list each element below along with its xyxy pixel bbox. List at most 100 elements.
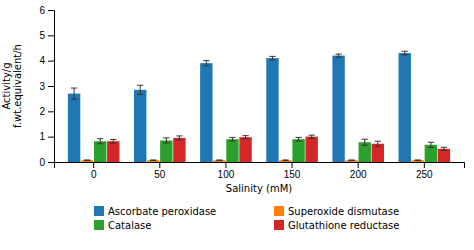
- bar: [345, 160, 357, 162]
- x-tick-mark: [358, 162, 359, 168]
- x-tick-label: 250: [416, 169, 433, 180]
- legend-item: Glutathione reductase: [274, 220, 399, 231]
- error-bar: [441, 147, 447, 150]
- y-axis: 0 1 2 3 4 5 6: [39, 5, 54, 168]
- bar: [279, 160, 291, 162]
- error-bar: [216, 159, 222, 161]
- y-tick-label: 5: [39, 30, 45, 41]
- x-axis: 0 50 100 150 200 250: [55, 162, 465, 180]
- legend-item: Superoxide dismutase: [274, 206, 399, 217]
- y-tick-mark: [48, 61, 54, 62]
- y-tick: 4: [39, 55, 54, 66]
- series: [94, 137, 437, 162]
- legend-label: Ascorbate peroxidase: [108, 206, 216, 217]
- y-tick: 5: [39, 30, 54, 41]
- y-tick-mark: [48, 10, 54, 11]
- error-bar: [362, 139, 368, 145]
- x-tick: 150: [284, 162, 301, 180]
- bar: [200, 63, 212, 162]
- error-bar: [71, 88, 77, 99]
- legend-label: Glutathione reductase: [288, 220, 399, 231]
- y-tick-label: 0: [39, 157, 45, 168]
- y-tick-label: 4: [39, 55, 45, 66]
- legend-label: Superoxide dismutase: [288, 206, 399, 217]
- bar: [399, 53, 411, 162]
- y-tick-label: 3: [39, 81, 45, 92]
- error-bar: [150, 159, 156, 161]
- error-bar: [402, 51, 408, 55]
- error-bar: [335, 54, 341, 57]
- x-tick: 100: [218, 162, 235, 180]
- error-bar: [163, 138, 169, 143]
- y-tick-label: 6: [39, 5, 45, 16]
- error-bar: [295, 137, 301, 141]
- x-tick-mark: [93, 162, 94, 168]
- y-axis-line: [48, 11, 55, 163]
- y-tick: 6: [39, 5, 54, 16]
- y-axis-title-line: f.wt.equivalent/h: [12, 44, 23, 128]
- y-tick-mark: [48, 137, 54, 138]
- error-bar: [84, 159, 90, 161]
- bar: [107, 141, 119, 162]
- x-tick: 0: [91, 162, 97, 180]
- x-tick-label: 150: [284, 169, 301, 180]
- x-tick: 50: [154, 162, 166, 180]
- legend-label: Catalase: [108, 220, 151, 231]
- bar: [292, 139, 304, 162]
- error-bar: [176, 136, 182, 140]
- error-bar: [375, 141, 381, 146]
- error-bar: [349, 159, 355, 161]
- series: [107, 135, 450, 162]
- error-bar: [309, 135, 315, 138]
- bar: [266, 58, 278, 162]
- error-bar: [97, 139, 103, 144]
- bar: [173, 138, 185, 162]
- bar: [134, 90, 146, 162]
- bar: [94, 141, 106, 162]
- series: [68, 51, 411, 162]
- bar: [68, 94, 80, 162]
- y-tick: 1: [39, 131, 54, 142]
- y-tick: 0: [39, 157, 54, 168]
- y-axis-title: Activity/gf.wt.equivalent/h: [1, 44, 23, 128]
- x-axis-title: Salinity (mM): [226, 183, 292, 194]
- bar: [226, 139, 238, 162]
- bar: [239, 137, 251, 162]
- plot: 0 50 100 150 200 250 0 1 2 3 4 5 6 Salinity (mM) Activ…: [1, 5, 465, 231]
- x-tick: 200: [350, 162, 367, 180]
- legend-item: Ascorbate peroxidase: [94, 206, 216, 217]
- bar: [81, 160, 93, 162]
- bar: [332, 56, 344, 162]
- y-tick-mark: [48, 111, 54, 112]
- legend: Ascorbate peroxidase Superoxide dismutase…: [94, 206, 399, 231]
- bar: [160, 140, 172, 162]
- x-tick-label: 100: [218, 169, 235, 180]
- bar: [305, 137, 317, 162]
- y-tick: 3: [39, 81, 54, 92]
- x-tick-mark: [225, 162, 226, 168]
- error-bar: [428, 142, 434, 147]
- bar: [213, 160, 225, 162]
- legend-swatch: [274, 220, 284, 230]
- error-bar: [415, 159, 421, 161]
- marks: [68, 51, 450, 162]
- y-tick-mark: [48, 86, 54, 87]
- x-tick-label: 50: [154, 169, 166, 180]
- x-tick-mark: [159, 162, 160, 168]
- legend-swatch: [94, 220, 104, 230]
- y-tick-label: 1: [39, 131, 45, 142]
- legend-swatch: [94, 206, 104, 216]
- y-tick-mark: [48, 35, 54, 36]
- x-tick: 250: [416, 162, 433, 180]
- error-bar: [203, 61, 209, 66]
- x-tick-label: 0: [91, 169, 97, 180]
- x-tick-label: 200: [350, 169, 367, 180]
- legend-item: Catalase: [94, 220, 151, 231]
- error-bar: [110, 139, 116, 143]
- error-bar: [269, 56, 275, 60]
- x-axis-line: [55, 163, 465, 169]
- error-bar: [137, 85, 143, 94]
- bar: [147, 160, 159, 162]
- error-bar: [282, 159, 288, 161]
- y-tick: 2: [39, 106, 54, 117]
